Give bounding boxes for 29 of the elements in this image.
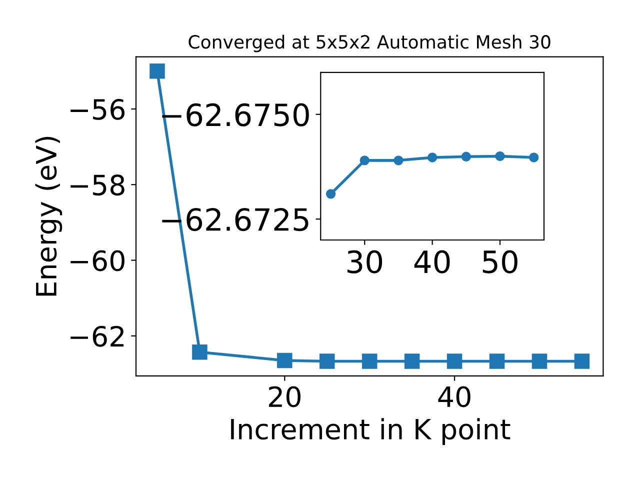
chart-title: Converged at 5x5x2 Automatic Mesh 30	[188, 34, 550, 52]
point	[532, 354, 548, 369]
point	[326, 189, 336, 199]
x-tick-label: 50	[482, 250, 518, 274]
x-tick-label: 40	[438, 386, 470, 408]
x-tick-label: 30	[348, 250, 382, 274]
point	[404, 354, 420, 369]
point	[362, 354, 378, 369]
point	[319, 354, 335, 369]
point	[461, 152, 472, 162]
point	[150, 64, 165, 79]
point	[360, 156, 370, 166]
point	[495, 151, 505, 162]
point	[528, 152, 539, 162]
point	[489, 354, 505, 369]
x-tick-label: 20	[269, 386, 300, 408]
y-tick-label: −56	[70, 98, 125, 120]
y-tick-label: −60	[70, 250, 124, 272]
y-axis-title: Energy (eV)	[35, 136, 62, 296]
point	[574, 354, 590, 369]
point	[277, 352, 292, 368]
x-axis-title: Increment in K point	[231, 418, 510, 446]
point	[394, 156, 404, 166]
y-tick-label: −62	[70, 326, 124, 347]
x-tick-label: 40	[414, 250, 450, 274]
point	[427, 152, 438, 162]
y-tick-label: −58	[70, 174, 124, 196]
point	[446, 354, 462, 369]
point	[192, 344, 208, 360]
